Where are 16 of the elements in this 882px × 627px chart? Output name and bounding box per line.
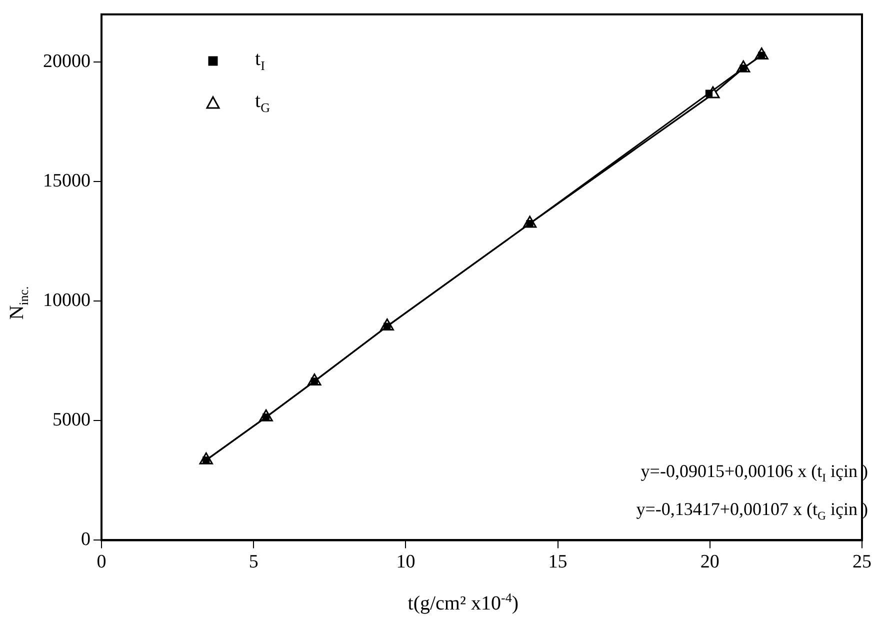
x-tick-label: 20 [700,552,720,573]
x-tick-label: 0 [96,552,106,573]
annotation: y=-0,13417+0,00107 x (t$_{G}$ için ) [636,498,868,524]
x-tick-label: 15 [548,552,568,573]
legend-label: t$_{I}$ [255,48,265,74]
x-axis-title: t(g/cm² x10$^{-4}$) [408,590,519,616]
y-tick-label: 10000 [43,290,90,312]
y-tick-label: 5000 [52,410,90,431]
y-tick-label: 15000 [43,170,90,192]
x-tick-label: 25 [852,552,872,573]
y-tick-label: 20000 [43,51,90,72]
y-tick-label: 0 [81,529,90,550]
annotation: y=-0,09015+0,00106 x (t$_{I}$ için ) [640,460,868,487]
x-tick-label: 5 [248,552,258,573]
legend-label: t$_{G}$ [255,90,270,116]
x-tick-label: 10 [396,552,416,573]
